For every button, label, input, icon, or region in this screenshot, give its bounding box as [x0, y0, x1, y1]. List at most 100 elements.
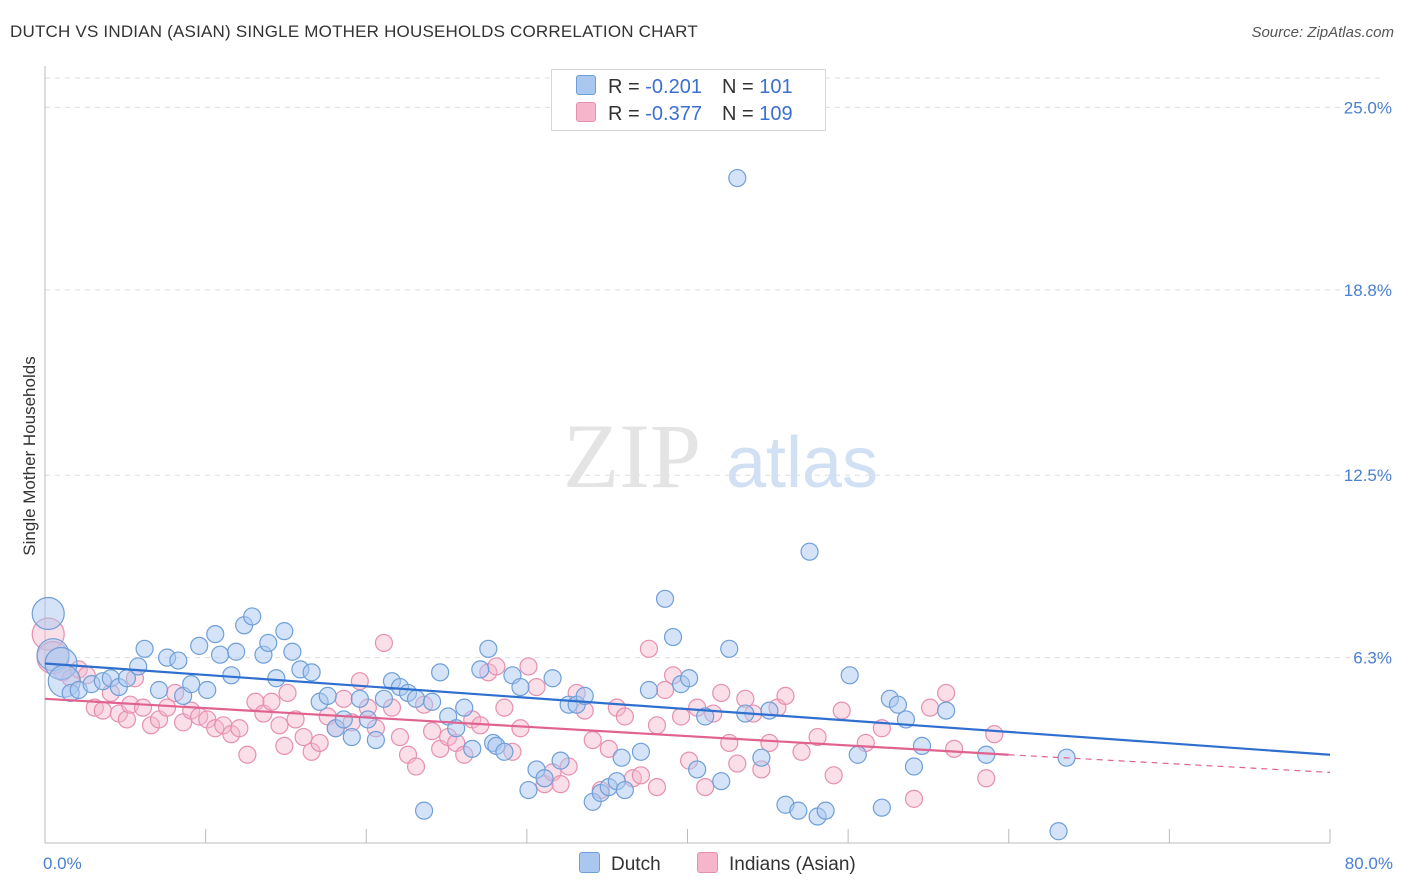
dutch-point: [366, 730, 385, 750]
y-tick-labels: 6.3% 12.5% 18.8% 25.0%: [1344, 98, 1392, 667]
y-tick-label: 12.5%: [1344, 466, 1392, 485]
indian-point: [262, 692, 281, 711]
y-axis-label: Single Mother Households: [20, 356, 39, 555]
indian-point: [792, 742, 811, 761]
indian-point: [133, 698, 153, 717]
indian-point: [671, 707, 691, 726]
dutch-point: [519, 780, 538, 800]
indian-point: [511, 719, 530, 738]
dutch-point: [840, 666, 859, 685]
indian-point: [647, 777, 667, 797]
indian-point: [310, 733, 329, 753]
indian-point: [647, 716, 667, 735]
dutch-point: [334, 710, 353, 729]
dutch-trend-line: [44, 662, 1331, 756]
indian-point: [495, 698, 514, 717]
dutch-point: [937, 701, 956, 720]
dutch-point: [655, 589, 675, 608]
indian-point: [270, 716, 289, 735]
dutch-point: [431, 663, 450, 682]
indian-point: [728, 754, 747, 773]
indian-point: [808, 727, 827, 747]
indian-point: [776, 686, 795, 705]
dutch-point: [129, 657, 148, 676]
indian-point: [639, 639, 659, 658]
indian-point: [599, 739, 618, 758]
dutch-point: [358, 710, 377, 729]
dutch-point: [190, 636, 209, 655]
stats-legend: R = -0.201 N = 101 R = -0.377 N = 109: [551, 69, 826, 131]
dutch-point: [631, 742, 651, 761]
dutch-point: [663, 627, 683, 647]
axes: [44, 66, 1331, 844]
indian-point: [157, 698, 177, 717]
dutch-point: [680, 669, 699, 688]
indian-point: [278, 683, 297, 703]
indian-point: [760, 733, 779, 753]
dutch-point: [752, 748, 771, 767]
indian-swatch: [576, 102, 596, 122]
watermark-atlas: atlas: [726, 423, 878, 503]
dutch-r-value: -0.201: [645, 76, 702, 98]
indian-point: [238, 745, 257, 764]
y-tick-label: 18.8%: [1344, 281, 1392, 300]
indian-point: [945, 739, 964, 758]
legend-item-dutch: Dutch: [579, 852, 661, 876]
indian-point: [631, 766, 651, 785]
x-tick-label: 0.0%: [43, 854, 82, 873]
indian-n-value: 109: [759, 103, 793, 125]
dutch-point: [406, 689, 426, 708]
dutch-point: [1049, 822, 1068, 841]
x-tick-label: 80.0%: [1345, 854, 1393, 873]
dutch-point: [342, 727, 361, 747]
dutch-point: [267, 669, 286, 688]
dutch-point: [149, 680, 169, 700]
indian-point: [390, 727, 410, 747]
indian-legend-label: Indians (Asian): [729, 854, 856, 875]
indian-point: [374, 633, 394, 653]
trend-lines: [44, 662, 1331, 773]
dutch-point: [615, 780, 634, 800]
dutch-n-label: N =: [721, 76, 760, 98]
indian-point: [712, 683, 731, 703]
dutch-point: [912, 736, 932, 756]
dutch-r-label: R =: [608, 76, 646, 98]
indian-point: [720, 733, 739, 753]
series-legend: Dutch Indians (Asian): [0, 852, 1406, 878]
indian-point: [615, 707, 634, 726]
dutch-point: [639, 680, 659, 700]
dutch-points: [31, 168, 1076, 841]
dutch-point: [535, 769, 554, 788]
indian-point: [904, 789, 924, 808]
indian-point: [583, 730, 602, 750]
dutch-point: [318, 686, 337, 705]
indian-point: [920, 698, 940, 717]
indian-point: [487, 657, 506, 676]
dutch-point: [696, 707, 715, 726]
legend-row-indians: R = -0.377 N = 109: [576, 102, 793, 126]
legend-item-indians: Indians (Asian): [697, 852, 856, 876]
dutch-point: [169, 651, 188, 670]
indian-point: [423, 722, 442, 741]
dutch-point: [712, 772, 731, 791]
indian-n-label: N =: [721, 103, 760, 125]
indian-point: [696, 777, 715, 797]
indian-point: [117, 710, 137, 729]
dutch-point: [275, 622, 294, 641]
dutch-point: [350, 689, 369, 708]
dutch-point: [495, 742, 514, 761]
indian-legend-swatch: [697, 852, 718, 873]
dutch-point: [848, 745, 867, 764]
indian-point: [406, 757, 426, 776]
dutch-point: [302, 663, 321, 682]
x-tick-labels: 0.0% 80.0%: [43, 854, 1393, 873]
dutch-point: [904, 757, 924, 776]
indian-point: [230, 719, 249, 738]
indian-trend-line: [44, 697, 1009, 756]
indian-point: [286, 710, 305, 729]
indian-point: [551, 775, 570, 794]
dutch-point: [423, 692, 442, 711]
indian-point: [519, 657, 538, 676]
dutch-legend-label: Dutch: [611, 854, 661, 875]
